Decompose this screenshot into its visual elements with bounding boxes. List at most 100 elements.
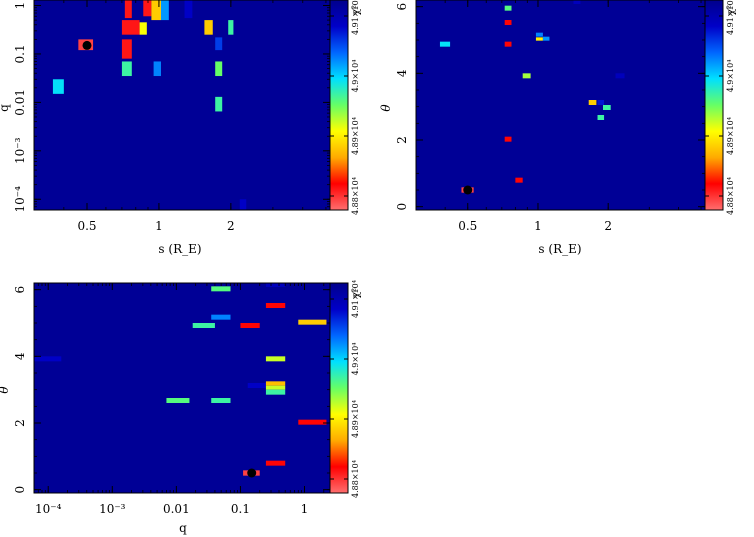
x-tick-label: 0.1 [231,502,250,516]
heatmap-cell [265,356,286,362]
heatmap-cell [265,381,286,386]
heatmap-cell [124,0,132,19]
colorbar-gradient [329,0,349,211]
heatmap-cell [215,96,223,112]
heatmap-cell [522,73,531,79]
y-tick-label: 6 [13,286,27,294]
xlabel-s-theta: s (R_E) [538,242,581,256]
heatmap-cell [597,100,605,105]
xlabel-q-theta: q [179,521,187,535]
colorbar-gradient [329,282,349,494]
x-tick-label: 1 [155,219,163,233]
heatmap-cell [265,389,286,395]
heatmap-cell [615,73,625,79]
y-tick-label: 0 [395,203,409,211]
x-tick-label: 10⁻³ [99,502,126,516]
heatmap-cell [34,356,62,362]
heatmap-cell [298,419,327,425]
y-tick-label: 4 [395,69,409,77]
heatmap-cell [211,314,231,320]
heatmap-cell [439,41,451,47]
heatmap-cell [228,20,234,35]
x-tick-label: 1 [534,219,542,233]
colorbar-tick-label: 4.88×10⁴ [351,460,360,498]
colorbar-gradient [704,0,724,211]
plot-area-s-q [34,0,330,210]
xlabel-s-q: s (R_E) [158,242,201,256]
plot-area-q-theta [34,283,330,493]
heatmap-cell [588,100,597,105]
heatmap-cell [597,115,605,120]
heatmap-cell [573,0,581,4]
y-tick-label: 10⁻⁴ [13,186,27,213]
colorbar-tick-label: 4.88×10⁴ [351,177,360,215]
heatmap-cell [151,0,161,21]
x-tick-label: 0.5 [458,219,477,233]
best-fit-marker [247,468,257,478]
heatmap-cell [504,20,512,25]
x-tick-label: 2 [604,219,612,233]
panel-q-theta: 10⁻⁴ 10⁻³ 0.01 0.1 1 0 2 4 6 θ q 4.88×10⁴ 4.89×10… [0,280,362,535]
x-tick-label: 0.5 [77,219,96,233]
colorbar-label: χ² [726,5,737,15]
colorbar-tick-label: 4.9×10⁴ [351,60,360,93]
heatmap-cell [121,61,132,77]
y-tick-label: 10⁻³ [13,137,27,164]
ylabel-s-q: q [0,104,11,112]
y-tick-label: 2 [13,419,27,427]
heatmap-cell [298,319,327,325]
x-tick-label: 2 [227,219,235,233]
heatmap-cell [192,323,215,328]
y-tick-label: 1 [13,2,27,10]
heatmap-cell [143,0,152,17]
colorbar-tick-label: 4.9×10⁴ [726,60,735,93]
heatmap-cell [265,460,286,466]
heatmap-cell [504,136,512,142]
heatmap-cell [535,32,543,37]
heatmap-cell [153,61,161,77]
x-tick-label: 0.01 [163,502,190,516]
heatmap-cell [515,177,523,183]
ylabel-s-theta: θ [379,104,393,112]
heatmap-cell [535,37,543,41]
heatmap-cell [603,105,611,110]
heatmap-cell [204,20,213,35]
heatmap-cell [121,20,140,35]
cells-s-q [52,0,247,210]
colorbar-tick-label: 4.89×10⁴ [726,117,735,155]
heatmap-cell [265,303,286,308]
y-tick-label: 6 [395,3,409,11]
heatmap-cell [52,79,64,94]
x-tick-label: 1 [301,502,309,516]
panel-s-theta: 0.5 1 2 0 2 4 6 θ s (R_E) 4.88×10⁴ 4.89×10⁴ 4.9×… [379,0,737,256]
y-tick-label: 0.1 [13,44,27,63]
heatmap-cell [265,283,286,287]
heatmap-cell [166,398,190,403]
heatmap-cell [247,383,266,388]
best-fit-marker [82,40,92,50]
panel-s-q: 0.5 1 2 10⁻⁴ 10⁻³ 0.01 0.1 1 q s (R_E) 4.88×10⁴… [0,0,362,256]
ylabel-q-theta: θ [0,386,11,394]
colorbar-label: χ² [351,5,362,15]
colorbar-tick-label: 4.88×10⁴ [726,177,735,215]
heatmap-cell [265,385,286,390]
heatmap-cell [211,398,231,403]
heatmap-cell [504,41,512,47]
colorbar-tick-label: 4.9×10⁴ [351,343,360,376]
cells-s-theta [439,0,625,195]
x-tick-label: 10⁻⁴ [35,502,62,516]
heatmap-cell [215,37,223,51]
y-tick-label: 2 [395,136,409,144]
colorbar-label: χ² [351,288,362,298]
heatmap-cell [240,323,260,328]
y-tick-label: 4 [13,352,27,360]
heatmap-cell [215,61,223,77]
y-tick-label: 0 [13,486,27,494]
best-fit-marker [463,185,473,195]
colorbar-tick-label: 4.91×10⁴ [351,280,360,318]
plot-area-s-theta [416,0,705,210]
